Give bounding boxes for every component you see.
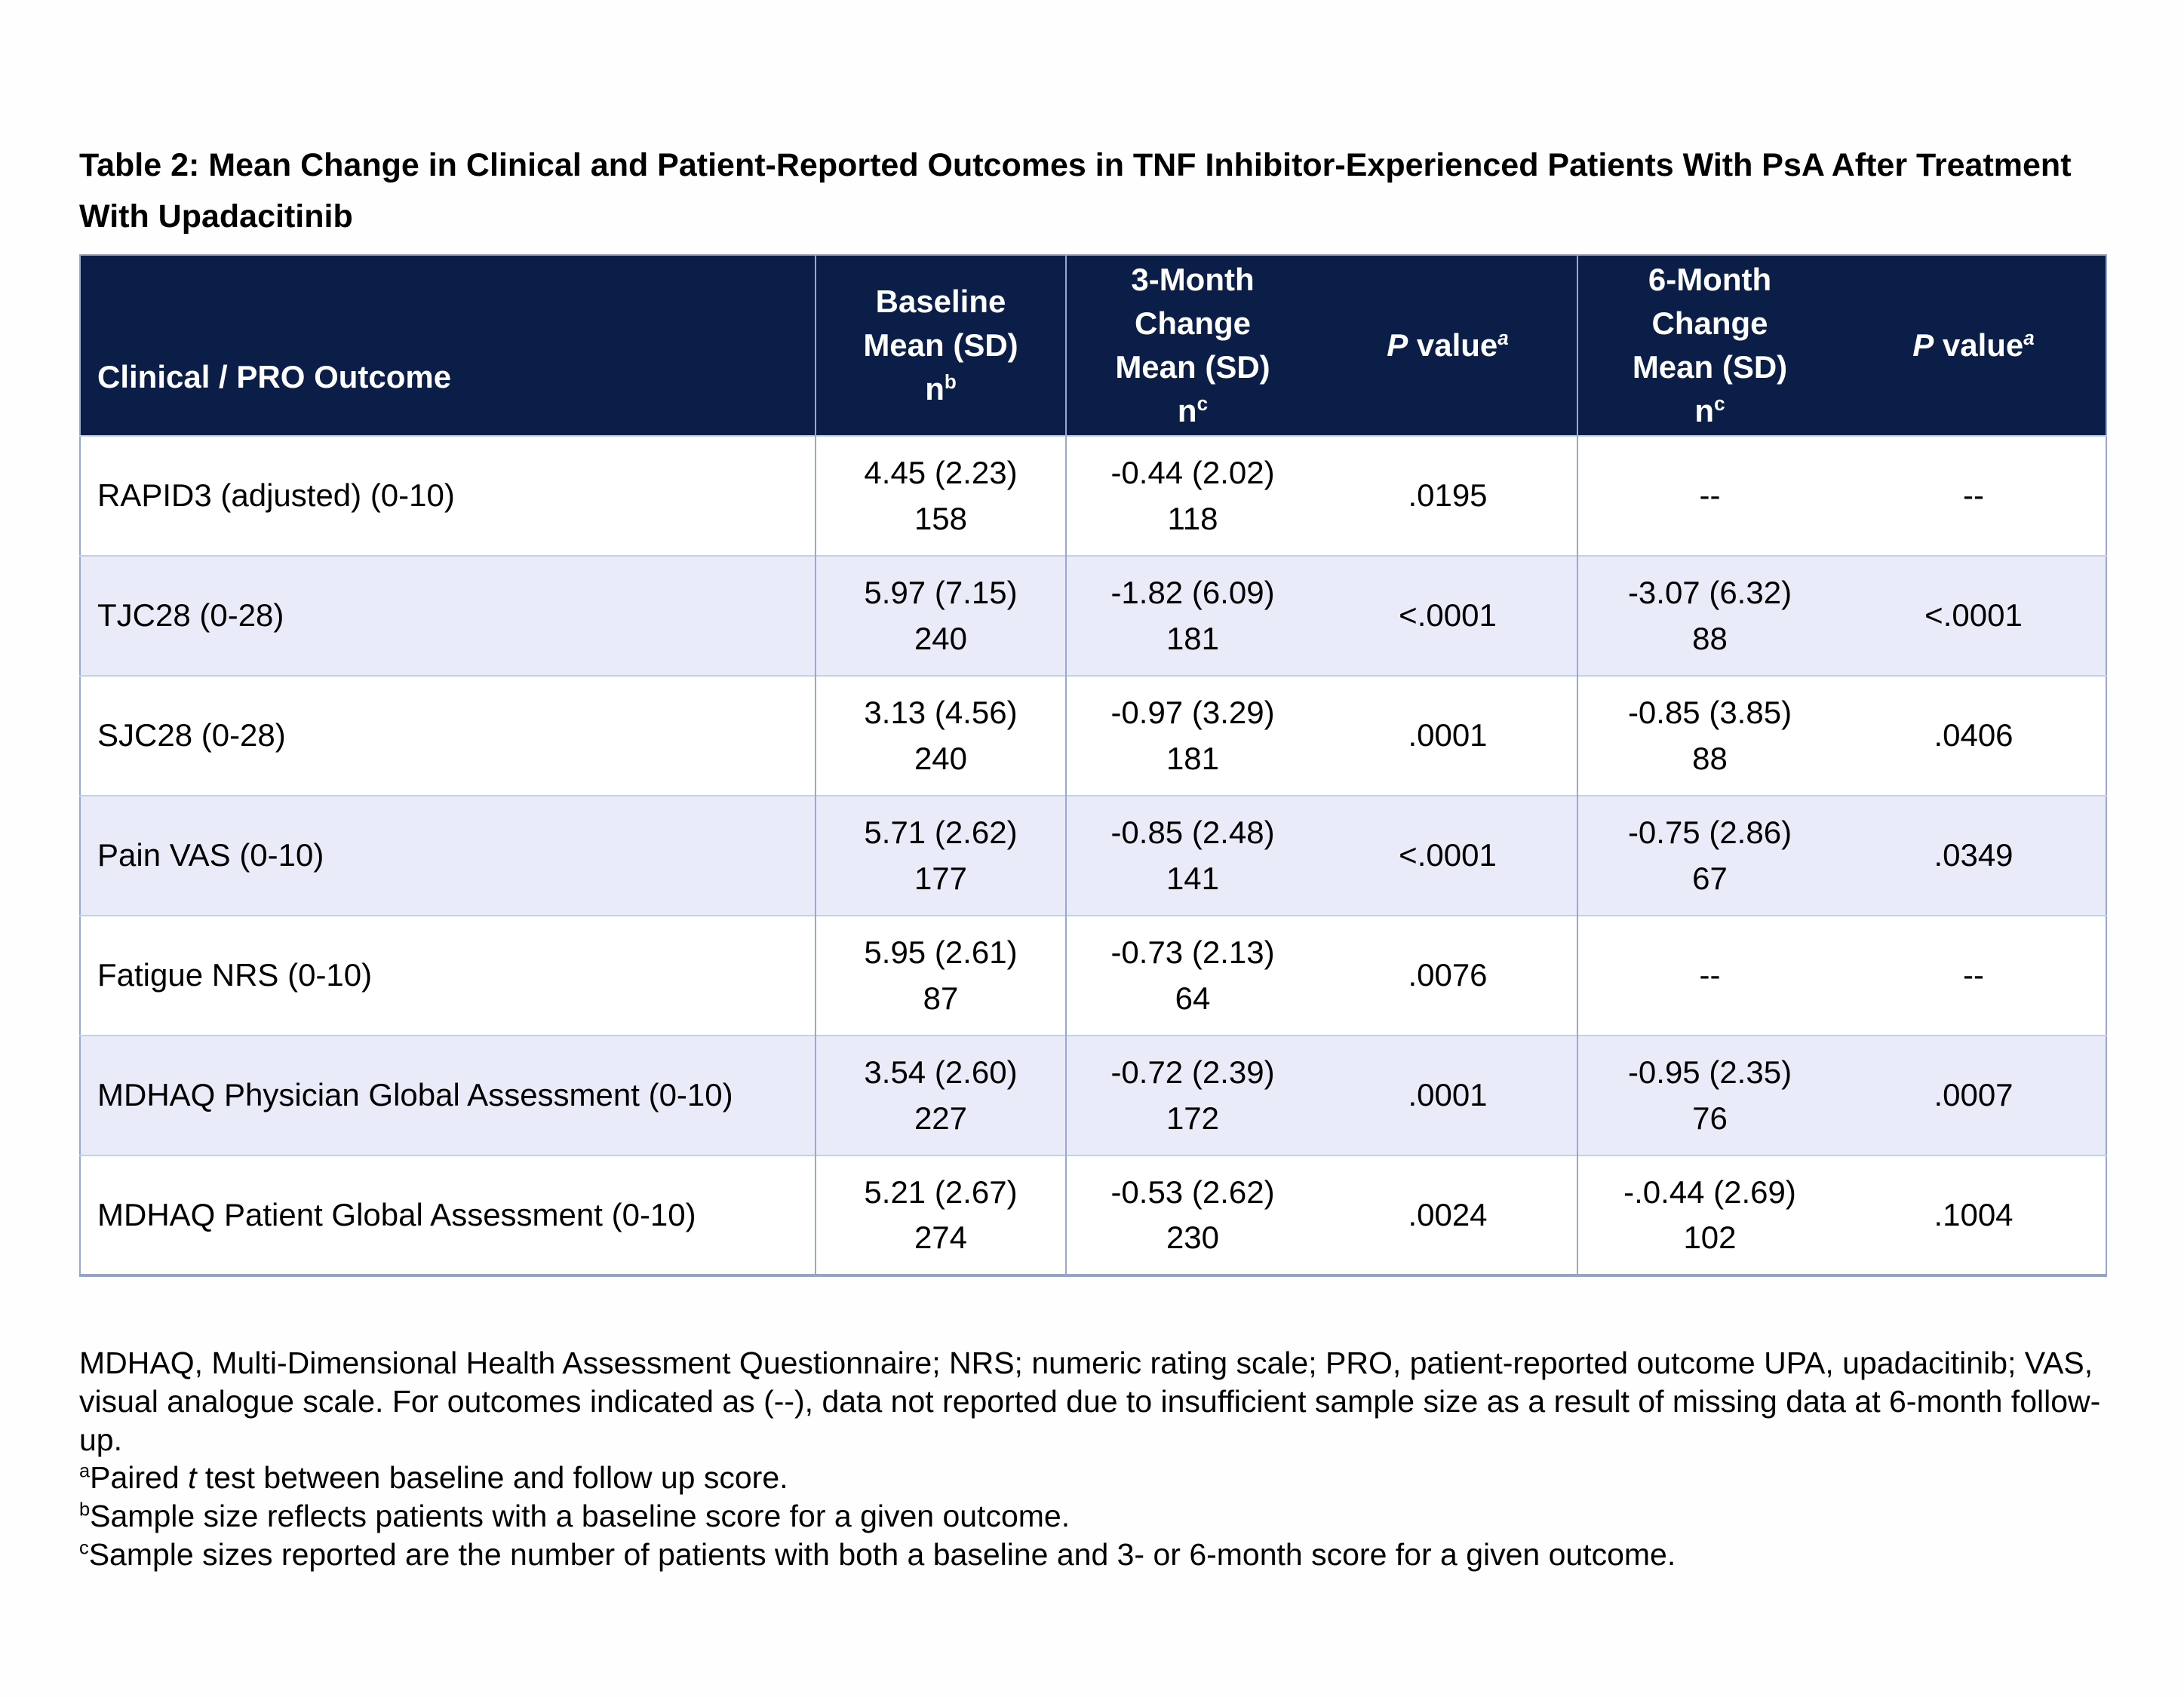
change-6month-cell: -0.85 (3.85) 88: [1577, 675, 1842, 796]
outcome-cell: TJC28 (0-28): [80, 555, 816, 676]
change-6month-cell: --: [1577, 435, 1842, 556]
footnote-abbreviations: MDHAQ, Multi-Dimensional Health Assessme…: [79, 1346, 2101, 1457]
baseline-cell: 4.45 (2.23) 158: [816, 435, 1067, 556]
outcomes-table: Clinical / PRO Outcome Baseline Mean (SD…: [79, 254, 2107, 1277]
change-3month-cell: -0.44 (2.02) 118: [1066, 435, 1319, 556]
outcome-cell: Fatigue NRS (0-10): [80, 915, 816, 1036]
pvalue-3month-cell: <.0001: [1319, 795, 1578, 916]
footnote-b: bSample size reflects patients with a ba…: [79, 1499, 1070, 1534]
header-pvalue-3month: P valuea: [1319, 255, 1578, 436]
pvalue-6month-cell: .0406: [1842, 675, 2106, 796]
pvalue-6month-cell: .1004: [1842, 1155, 2106, 1275]
outcome-cell: MDHAQ Patient Global Assessment (0-10): [80, 1155, 816, 1275]
table-row: MDHAQ Physician Global Assessment (0-10)…: [80, 1035, 2106, 1155]
outcome-cell: SJC28 (0-28): [80, 675, 816, 796]
change-3month-cell: -1.82 (6.09) 181: [1066, 555, 1319, 676]
baseline-cell: 5.97 (7.15) 240: [816, 555, 1067, 676]
change-6month-cell: -0.95 (2.35) 76: [1577, 1035, 1842, 1155]
header-pvalue-6month: P valuea: [1842, 255, 2106, 436]
baseline-cell: 5.21 (2.67) 274: [816, 1155, 1067, 1275]
header-6month-change: 6-Month Change Mean (SD) nc: [1577, 255, 1842, 436]
pvalue-3month-cell: .0195: [1319, 435, 1578, 556]
pvalue-6month-cell: --: [1842, 435, 2106, 556]
change-3month-cell: -0.72 (2.39) 172: [1066, 1035, 1319, 1155]
pvalue-3month-cell: <.0001: [1319, 555, 1578, 676]
pvalue-6month-cell: .0007: [1842, 1035, 2106, 1155]
pvalue-6month-cell: <.0001: [1842, 555, 2106, 676]
outcome-cell: MDHAQ Physician Global Assessment (0-10): [80, 1035, 816, 1155]
change-6month-cell: --: [1577, 915, 1842, 1036]
change-3month-cell: -0.53 (2.62) 230: [1066, 1155, 1319, 1275]
change-6month-cell: -.0.44 (2.69) 102: [1577, 1155, 1842, 1275]
baseline-cell: 3.13 (4.56) 240: [816, 675, 1067, 796]
table-row: TJC28 (0-28) 5.97 (7.15) 240 -1.82 (6.09)…: [80, 555, 2106, 676]
pvalue-3month-cell: .0001: [1319, 675, 1578, 796]
footnote-a: aPaired t test between baseline and foll…: [79, 1460, 788, 1496]
pvalue-6month-cell: --: [1842, 915, 2106, 1036]
baseline-cell: 5.95 (2.61) 87: [816, 915, 1067, 1036]
baseline-cell: 3.54 (2.60) 227: [816, 1035, 1067, 1155]
pvalue-3month-cell: .0001: [1319, 1035, 1578, 1155]
change-3month-cell: -0.85 (2.48) 141: [1066, 795, 1319, 916]
table-row: MDHAQ Patient Global Assessment (0-10) 5…: [80, 1155, 2106, 1275]
change-6month-cell: -0.75 (2.86) 67: [1577, 795, 1842, 916]
table-row: Fatigue NRS (0-10) 5.95 (2.61) 87 -0.73 (…: [80, 915, 2106, 1036]
table-row: Pain VAS (0-10) 5.71 (2.62) 177 -0.85 (2.…: [80, 795, 2106, 916]
header-outcome: Clinical / PRO Outcome: [80, 255, 816, 436]
header-row: Clinical / PRO Outcome Baseline Mean (SD…: [80, 255, 2106, 436]
header-3month-change: 3-Month Change Mean (SD) nc: [1066, 255, 1319, 436]
baseline-cell: 5.71 (2.62) 177: [816, 795, 1067, 916]
pvalue-6month-cell: .0349: [1842, 795, 2106, 916]
pvalue-3month-cell: .0024: [1319, 1155, 1578, 1275]
pvalue-3month-cell: .0076: [1319, 915, 1578, 1036]
change-6month-cell: -3.07 (6.32) 88: [1577, 555, 1842, 676]
change-3month-cell: -0.73 (2.13) 64: [1066, 915, 1319, 1036]
table-row: SJC28 (0-28) 3.13 (4.56) 240 -0.97 (3.29)…: [80, 675, 2106, 796]
outcome-cell: Pain VAS (0-10): [80, 795, 816, 916]
footnote-c: cSample sizes reported are the number of…: [79, 1537, 1676, 1573]
change-3month-cell: -0.97 (3.29) 181: [1066, 675, 1319, 796]
header-baseline: Baseline Mean (SD) nb: [816, 255, 1067, 436]
footnotes: MDHAQ, Multi-Dimensional Health Assessme…: [79, 1344, 2124, 1574]
table-title: Table 2: Mean Change in Clinical and Pat…: [79, 147, 2072, 235]
table-row: RAPID3 (adjusted) (0-10) 4.45 (2.23) 158 …: [80, 435, 2106, 556]
outcome-cell: RAPID3 (adjusted) (0-10): [80, 435, 816, 556]
